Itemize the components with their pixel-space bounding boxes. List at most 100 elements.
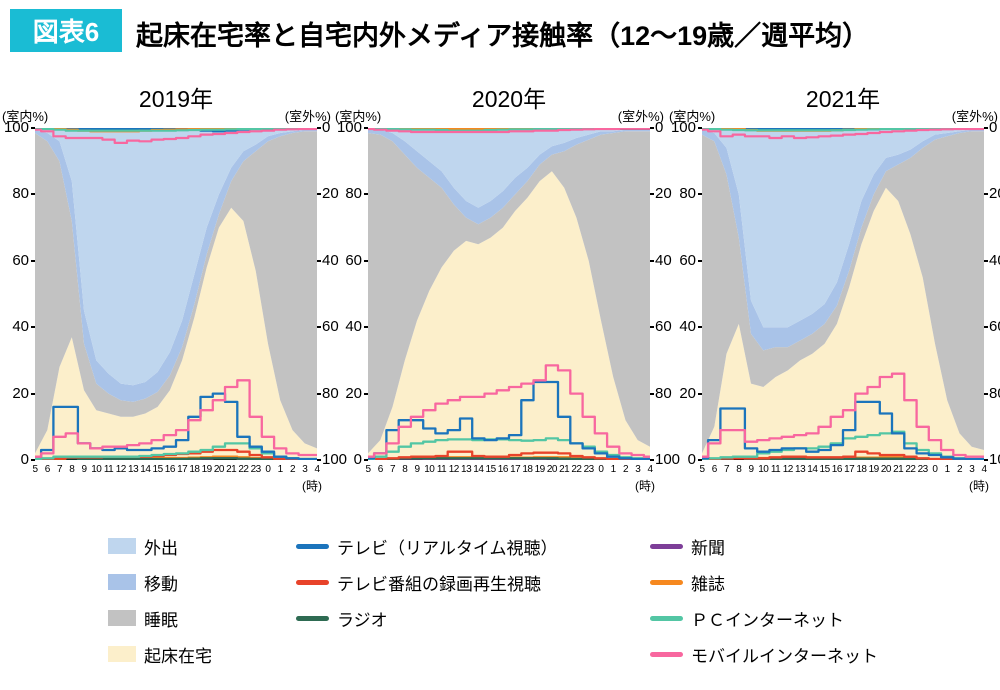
right-tick-mark	[650, 259, 654, 262]
x-axis-tick: 21	[893, 464, 904, 475]
x-axis-tick: 21	[226, 464, 237, 475]
line-outhome-mobile	[368, 128, 650, 134]
right-tick-mark	[650, 127, 654, 129]
right-axis-tick: 40	[655, 251, 672, 269]
area-home	[35, 207, 317, 460]
right-tick-mark	[650, 392, 654, 395]
legend-label-newspaper: 新聞	[691, 538, 725, 558]
right-tick-mark	[650, 326, 654, 329]
left-axis-tick: 0	[353, 451, 362, 468]
legend-item-newspaper: 新聞	[650, 535, 878, 558]
legend-item-home: 起床在宅	[108, 643, 212, 666]
legend-label-move: 移動	[144, 574, 178, 594]
x-axis-tick: 0	[598, 464, 604, 475]
x-axis-tick: 9	[748, 464, 755, 475]
x-axis-tick: 19	[534, 464, 546, 475]
x-axis-tick: 16	[164, 464, 176, 475]
right-axis-tick: 100	[989, 451, 1000, 468]
x-axis-tick: 4	[314, 464, 320, 475]
right-tick-mark	[650, 459, 654, 461]
left-tick-mark	[698, 193, 702, 196]
right-tick-mark	[317, 459, 321, 461]
right-axis-tick: 60	[322, 318, 339, 336]
figure-title: 起床在宅率と自宅内外メディア接触率（12～19歳／週平均）	[136, 21, 870, 51]
left-tick-mark	[364, 392, 368, 395]
x-axis-tick: 15	[485, 464, 497, 475]
x-axis-tick: 11	[103, 464, 114, 475]
area-move	[35, 129, 317, 402]
x-axis-tick: 21	[559, 464, 570, 475]
x-axis-tick: 7	[723, 464, 730, 475]
legend-swatch-move	[108, 574, 136, 590]
legend: 外出 移動 睡眠 起床在宅 テレビ（リアルタイム視聴） テレビ番組の録画再生視聴 ラジオ 新聞…	[0, 535, 1000, 685]
chart-2021年: 2021年(室内%)(室外%)1008060402000204060801005…	[667, 80, 1000, 510]
left-axis-tick: 40	[12, 318, 29, 336]
x-axis-tick: 19	[868, 464, 880, 475]
area-home	[368, 171, 650, 460]
x-axis-tick: 18	[189, 464, 200, 475]
left-axis-unit-label: (室内%)	[335, 109, 382, 124]
left-tick-mark	[364, 127, 368, 129]
x-axis-tick: 1	[944, 464, 951, 475]
left-tick-mark	[31, 459, 35, 461]
x-axis-tick: 20	[213, 464, 225, 475]
left-tick-mark	[364, 459, 368, 461]
x-axis-tick: 17	[177, 464, 188, 475]
x-axis-tick: 18	[856, 464, 867, 475]
x-axis-unit-label: (時)	[969, 479, 989, 493]
x-axis-tick: 0	[932, 464, 938, 475]
right-axis-tick: 20	[322, 185, 339, 203]
left-axis-unit-label: (室内%)	[2, 109, 49, 124]
x-axis-tick: 20	[546, 464, 558, 475]
x-axis-tick: 14	[807, 464, 818, 475]
x-axis-tick: 15	[819, 464, 831, 475]
legend-item-mobile: モバイルインターネット	[650, 643, 878, 666]
right-tick-mark	[984, 127, 988, 129]
legend-label-tv: テレビ（リアルタイム視聴）	[337, 538, 558, 558]
legend-label-out: 外出	[144, 538, 178, 558]
x-axis-tick: 16	[497, 464, 509, 475]
x-axis-tick: 23	[583, 464, 595, 475]
legend-swatch-out	[108, 538, 136, 554]
x-axis-tick: 15	[152, 464, 164, 475]
right-tick-mark	[317, 193, 321, 196]
legend-label-sleep: 睡眠	[144, 610, 178, 630]
line-inhome-mobile	[368, 364, 650, 458]
x-axis-tick: 8	[402, 464, 408, 475]
legend-label-mobile: モバイルインターネット	[691, 646, 878, 666]
left-tick-mark	[698, 326, 702, 329]
x-axis-tick: 7	[56, 464, 63, 475]
x-axis-tick: 17	[844, 464, 855, 475]
right-tick-mark	[650, 193, 654, 196]
legend-item-tv: テレビ（リアルタイム視聴）	[296, 535, 558, 558]
legend-swatch-tv	[296, 543, 329, 549]
right-tick-mark	[984, 459, 988, 461]
line-outhome-mobile	[35, 128, 317, 144]
left-axis-tick: 100	[670, 119, 696, 136]
left-axis-unit-label: (室内%)	[669, 109, 716, 124]
right-axis-tick: 20	[989, 185, 1000, 203]
line-outhome-mobile	[702, 128, 984, 140]
right-axis-tick: 0	[989, 119, 998, 136]
right-tick-mark	[984, 259, 988, 262]
line-inhome-tv	[702, 400, 984, 460]
x-axis-tick: 8	[69, 464, 75, 475]
x-axis-tick: 22	[571, 464, 582, 475]
left-tick-mark	[31, 193, 35, 196]
x-axis-tick: 12	[782, 464, 794, 475]
legend-swatch-sleep	[108, 610, 136, 626]
legend-swatch-mobile	[650, 651, 683, 657]
x-axis-tick: 22	[238, 464, 249, 475]
x-axis-tick: 2	[289, 464, 296, 475]
x-axis-tick: 7	[389, 464, 396, 475]
x-axis-unit-label: (時)	[635, 479, 655, 493]
x-axis-tick: 3	[969, 464, 975, 475]
right-axis-unit-label: (室外%)	[284, 109, 331, 124]
right-tick-mark	[317, 392, 321, 395]
x-axis-tick: 10	[424, 464, 435, 475]
x-axis-tick: 9	[414, 464, 421, 475]
legend-label-magazine: 雑誌	[691, 574, 725, 594]
x-axis-unit-label: (時)	[302, 479, 322, 493]
legend-swatch-magazine	[650, 579, 683, 585]
left-axis-tick: 20	[345, 384, 362, 402]
